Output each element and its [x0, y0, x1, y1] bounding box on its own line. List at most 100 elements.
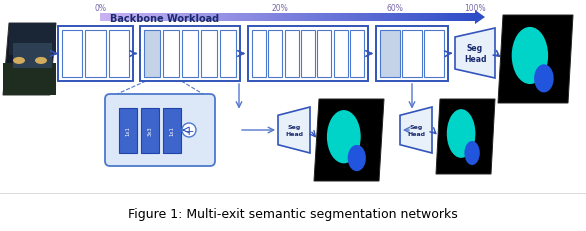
Bar — [108, 31, 129, 78]
Text: 100%: 100% — [464, 4, 486, 13]
Bar — [328, 14, 331, 22]
Bar — [152, 14, 155, 22]
Bar — [200, 31, 217, 78]
Circle shape — [182, 123, 196, 137]
Bar — [442, 14, 445, 22]
Bar — [458, 14, 461, 22]
Bar — [190, 14, 193, 22]
Bar — [280, 14, 283, 22]
Bar — [308, 14, 311, 22]
Bar — [452, 14, 455, 22]
Bar — [178, 14, 180, 22]
Bar — [417, 14, 421, 22]
Bar — [118, 14, 121, 22]
Bar — [278, 14, 281, 22]
Bar — [270, 14, 273, 22]
Bar — [428, 14, 431, 22]
Bar — [450, 14, 453, 22]
Bar — [302, 14, 305, 22]
Bar — [370, 14, 373, 22]
Bar — [203, 14, 206, 22]
Bar — [470, 14, 473, 22]
Bar — [138, 14, 141, 22]
Bar — [468, 14, 471, 22]
Bar — [247, 14, 250, 22]
Bar — [448, 14, 451, 22]
Text: 1x1: 1x1 — [169, 125, 175, 135]
Bar — [141, 108, 159, 153]
Bar — [375, 14, 378, 22]
Text: 3x3: 3x3 — [148, 126, 152, 135]
Bar — [115, 14, 118, 22]
Bar — [142, 14, 145, 22]
Bar — [268, 31, 282, 78]
Bar — [86, 31, 105, 78]
Ellipse shape — [347, 145, 366, 171]
Bar — [312, 14, 315, 22]
Text: +: + — [183, 125, 195, 137]
Ellipse shape — [464, 141, 480, 165]
Polygon shape — [314, 100, 384, 181]
Bar — [230, 14, 233, 22]
Bar — [200, 14, 203, 22]
Bar — [235, 14, 238, 22]
Bar — [438, 14, 441, 22]
Bar — [225, 14, 228, 22]
Bar — [402, 31, 422, 78]
Bar — [393, 14, 396, 22]
Bar — [145, 14, 148, 22]
Polygon shape — [278, 108, 310, 153]
Bar — [400, 14, 403, 22]
Bar — [217, 14, 220, 22]
Bar — [105, 14, 108, 22]
Bar — [380, 14, 383, 22]
Bar — [415, 14, 418, 22]
Bar — [150, 14, 153, 22]
Bar — [367, 14, 370, 22]
Text: Seg
Head: Seg Head — [285, 125, 303, 136]
Bar — [288, 14, 291, 22]
Bar — [440, 14, 443, 22]
Bar — [320, 14, 323, 22]
Bar — [248, 27, 368, 82]
Bar — [243, 14, 246, 22]
Bar — [132, 14, 135, 22]
Bar — [424, 31, 444, 78]
Bar — [205, 14, 208, 22]
Bar — [263, 14, 265, 22]
Bar — [380, 31, 400, 78]
Text: Seg
Head: Seg Head — [464, 44, 486, 64]
Bar — [195, 14, 198, 22]
Bar — [318, 31, 331, 78]
Bar — [365, 14, 368, 22]
Bar — [338, 14, 340, 22]
Bar — [58, 27, 133, 82]
Bar — [13, 44, 52, 69]
Bar — [227, 14, 230, 22]
Bar — [172, 14, 175, 22]
Text: Seg
Head: Seg Head — [407, 125, 425, 136]
Bar — [3, 63, 56, 96]
Ellipse shape — [534, 65, 554, 93]
Bar — [460, 14, 463, 22]
Ellipse shape — [512, 28, 548, 85]
Bar — [103, 14, 105, 22]
Bar — [120, 14, 123, 22]
Bar — [403, 14, 406, 22]
Bar — [240, 14, 243, 22]
Bar — [445, 14, 448, 22]
Bar — [413, 14, 415, 22]
Bar — [192, 14, 196, 22]
Bar — [260, 14, 263, 22]
Bar — [397, 14, 400, 22]
Bar — [272, 14, 275, 22]
Bar — [170, 14, 173, 22]
Bar — [182, 14, 186, 22]
Bar — [300, 14, 303, 22]
Text: 1x1: 1x1 — [125, 125, 131, 135]
Bar — [125, 14, 128, 22]
Bar — [395, 14, 398, 22]
Bar — [62, 31, 83, 78]
Bar — [220, 14, 223, 22]
Bar — [350, 14, 353, 22]
